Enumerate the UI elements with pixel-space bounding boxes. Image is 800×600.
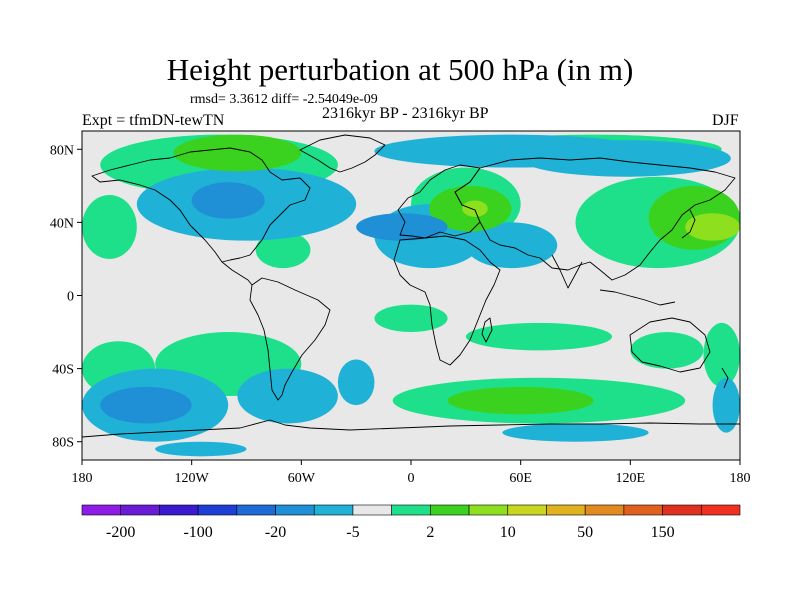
colorbar-swatch-15 bbox=[662, 504, 702, 516]
coastline-japan bbox=[681, 209, 696, 239]
colorbar: -200 -100 -20 -5 2 10 50 150 bbox=[81, 504, 741, 541]
coastline-asia bbox=[454, 157, 736, 281]
colorbar-swatch-3 bbox=[197, 504, 238, 516]
lon-tick-label: 180 bbox=[730, 471, 751, 486]
colorbar-label: -200 bbox=[106, 524, 135, 541]
lon-tick-label: 180 bbox=[72, 471, 93, 486]
field-positive-strong-0 bbox=[173, 134, 302, 172]
field-positive-peak-1 bbox=[685, 213, 740, 241]
field-positive-strong-3 bbox=[447, 386, 594, 415]
colorbar-swatch-6 bbox=[313, 504, 354, 516]
rmsd-diff-stats: rmsd= 3.3612 diff= -2.54049e-09 bbox=[190, 92, 378, 107]
lat-tick-label: 40S bbox=[52, 363, 74, 378]
coastline-madagascar bbox=[481, 317, 493, 343]
colorbar-swatch-2 bbox=[159, 504, 199, 516]
field-positive-light-9 bbox=[465, 322, 613, 351]
coastline-south-america bbox=[249, 277, 331, 401]
field-negative-light-8 bbox=[712, 377, 740, 433]
lat-tick-label: 0 bbox=[67, 290, 74, 305]
coastline-north-america bbox=[91, 147, 311, 263]
coastline-new-zealand bbox=[721, 367, 729, 389]
coastline-central-america bbox=[221, 261, 253, 286]
period-subtitle: 2316kyr BP - 2316kyr BP bbox=[322, 105, 489, 122]
colorbar-label: 10 bbox=[500, 524, 516, 541]
lon-tick-label: 120E bbox=[616, 471, 646, 486]
map-title: Height perturbation at 500 hPa (in m) bbox=[166, 52, 634, 87]
colorbar-swatch-4 bbox=[236, 504, 276, 516]
coastline-india bbox=[551, 254, 583, 289]
lon-tick-label: 60E bbox=[509, 471, 532, 486]
colorbar-swatch-11 bbox=[507, 504, 547, 516]
field-negative-light-4 bbox=[520, 140, 731, 177]
axis-ticks: 180 120W 60W 0 60E 120E 180 80N 40N 0 40S 80S bbox=[50, 143, 751, 486]
field-positive-light-3 bbox=[255, 231, 311, 269]
colorbar-swatch-12 bbox=[546, 504, 586, 516]
field-positive-peak-0 bbox=[462, 200, 488, 217]
lat-tick-label: 80N bbox=[50, 143, 74, 158]
colorbar-swatch-8 bbox=[391, 504, 431, 516]
field-positive-light-7 bbox=[630, 332, 704, 369]
lon-tick-label: 120W bbox=[175, 471, 210, 486]
colorbar-swatch-1 bbox=[120, 504, 160, 516]
coastline-africa bbox=[393, 235, 501, 366]
coastlines bbox=[82, 134, 740, 438]
colorbar-label: -100 bbox=[183, 524, 212, 541]
field-negative-light-6 bbox=[237, 368, 338, 424]
coastline-australia bbox=[629, 317, 711, 373]
colorbar-label: 2 bbox=[426, 524, 434, 541]
field-negative-strong-0 bbox=[191, 182, 265, 219]
coastline-indonesia bbox=[599, 289, 676, 306]
colorbar-label: -20 bbox=[265, 524, 286, 541]
colorbar-label: 150 bbox=[651, 524, 675, 541]
colorbar-swatch-0 bbox=[81, 504, 122, 516]
field-negative-light-7 bbox=[337, 359, 375, 406]
lat-tick-label: 80S bbox=[52, 436, 74, 451]
field-negative-strong-2 bbox=[100, 386, 192, 424]
field-negative-strong-1 bbox=[356, 213, 448, 241]
field-positive-light-8 bbox=[703, 322, 740, 387]
experiment-label: Expt = tfmDN-tewTN bbox=[82, 112, 225, 129]
coastline-antarctica bbox=[82, 419, 740, 438]
colorbar-label: -5 bbox=[346, 524, 359, 541]
lon-tick-label: 0 bbox=[408, 471, 415, 486]
colorbar-swatch-7 bbox=[352, 504, 392, 516]
field-negative-light-10 bbox=[502, 423, 649, 442]
colorbar-swatch-16 bbox=[700, 504, 741, 516]
colorbar-label: 50 bbox=[577, 524, 593, 541]
colorbar-swatch-14 bbox=[623, 504, 663, 516]
coastline-greenland bbox=[299, 134, 386, 173]
colorbar-swatch-9 bbox=[430, 504, 470, 516]
colorbar-swatch-13 bbox=[584, 504, 625, 516]
colorbar-swatch-10 bbox=[468, 504, 509, 516]
field-positive-light-10 bbox=[374, 304, 448, 333]
season-label: DJF bbox=[712, 112, 739, 129]
lat-tick-label: 40N bbox=[50, 216, 74, 231]
colorbar-swatch-5 bbox=[275, 504, 315, 516]
field-negative-light-9 bbox=[155, 441, 247, 457]
field-positive-light-2 bbox=[82, 194, 137, 259]
lon-tick-label: 60W bbox=[288, 471, 316, 486]
